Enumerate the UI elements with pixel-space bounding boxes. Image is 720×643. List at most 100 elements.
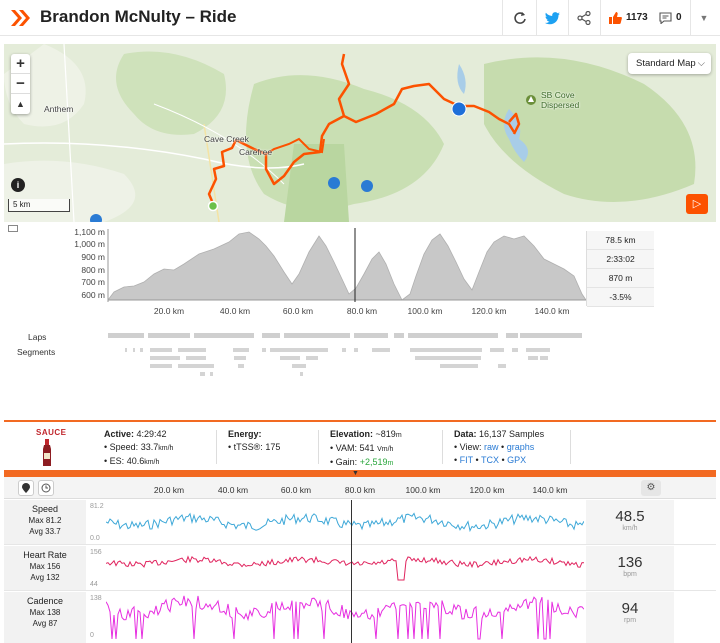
place-label-carefree: Carefree	[239, 147, 273, 157]
stream-x-tick: 40.0 km	[217, 485, 249, 495]
metric-avg: Avg 33.7	[29, 527, 61, 536]
stat-grade: -3.5%	[587, 288, 654, 307]
header: Brandon McNulty – Ride 1173 0 ▼	[0, 0, 720, 36]
elev-y-tick: 900 m	[81, 252, 105, 262]
chevron-down-icon: ⌵	[697, 58, 705, 69]
comment-count[interactable]: 0	[676, 12, 682, 23]
view-graphs-link[interactable]: graphs	[506, 442, 535, 452]
tss-label: tTSS®:	[233, 442, 263, 452]
heart-rate-stream-label: Heart Rate Max 156 Avg 132	[4, 546, 86, 590]
cadence-current: 94 rpm	[586, 592, 674, 643]
route-map[interactable]: + − ▲ Anthem Cave Creek Carefree SB Cove…	[4, 44, 716, 222]
streams-toolbar: 20.0 km 40.0 km 60.0 km 80.0 km 100.0 km…	[4, 477, 716, 499]
vam-unit: Vm/h	[377, 446, 394, 453]
compass-icon[interactable]: ▲	[16, 99, 25, 109]
zoom-out-button[interactable]: −	[11, 74, 30, 94]
gear-icon[interactable]: ⚙	[641, 480, 661, 496]
stream-cursor	[351, 500, 352, 643]
selection-stats: 78.5 km 2:33:02 870 m -3.5%	[586, 231, 654, 307]
elevation-unit: m	[395, 432, 402, 439]
es-unit: km/h	[144, 459, 160, 466]
stat-elevation: 870 m	[587, 269, 654, 288]
elev-y-tick: 700 m	[81, 277, 105, 287]
twitter-icon[interactable]	[542, 8, 562, 28]
gain-value: +2,519	[359, 457, 388, 467]
view-raw-link[interactable]: raw	[484, 442, 499, 452]
metric-max: Max 138	[29, 608, 61, 617]
elev-y-tick: 1,000 m	[74, 239, 105, 249]
activity-title: Brandon McNulty – Ride	[40, 7, 237, 26]
stream-x-tick: 80.0 km	[344, 485, 376, 495]
metric-name: Heart Rate	[23, 550, 67, 560]
heart-rate-current: 136 bpm	[586, 546, 674, 590]
metric-avg: Avg 132	[30, 573, 60, 582]
cadence-line	[106, 595, 584, 640]
clock-icon[interactable]	[38, 480, 54, 496]
data-value: 16,137 Samples	[479, 429, 545, 439]
data-column: Data: 16,137 Samples • View: raw • graph…	[454, 429, 545, 465]
map-scale: 5 km	[8, 199, 70, 212]
axis-bottom: 0	[90, 632, 94, 639]
zoom-in-button[interactable]: +	[11, 54, 30, 74]
zoom-controls: + − ▲	[11, 54, 30, 114]
axis-top: 138	[90, 595, 102, 602]
sauce-logo: SAUCE	[36, 428, 67, 437]
stream-x-tick: 20.0 km	[153, 485, 185, 495]
heart-rate-line	[106, 555, 584, 581]
kudos-thumb-icon[interactable]	[606, 8, 624, 28]
vam-value: 541	[359, 443, 375, 453]
map-pin-icon[interactable]	[18, 480, 34, 496]
metric-name: Cadence	[26, 596, 64, 606]
metric-value: 136	[617, 554, 643, 571]
metric-unit: bpm	[623, 571, 637, 578]
es-value: 40.6	[126, 456, 145, 466]
elev-x-tick: 80.0 km	[346, 306, 378, 316]
cadence-stream-label: Cadence Max 138 Avg 87	[4, 592, 86, 643]
tss-value: 175	[265, 442, 281, 452]
stat-time: 2:33:02	[587, 250, 654, 269]
stream-x-tick: 60.0 km	[280, 485, 312, 495]
heart-rate-stream[interactable]: Heart Rate Max 156 Avg 132 156 44 136 bp…	[4, 546, 716, 591]
expand-icon[interactable]	[8, 225, 18, 232]
collapse-caret-icon[interactable]: ▼	[352, 470, 359, 477]
active-column: Active: 4:29:42 • Speed: 33.7km/h • ES: …	[104, 429, 174, 466]
elevation-chart[interactable]: 1,100 m 1,000 m 900 m 800 m 700 m 600 m …	[4, 224, 716, 320]
speed-line	[106, 512, 584, 533]
axis-bottom: 0.0	[90, 535, 100, 542]
metric-max: Max 81.2	[28, 516, 62, 525]
speed-current: 48.5 km/h	[586, 500, 674, 544]
elev-x-tick: 40.0 km	[219, 306, 251, 316]
place-label-cave-creek: Cave Creek	[204, 134, 249, 144]
laps-segments-bars[interactable]	[0, 330, 720, 382]
axis-top: 81.2	[90, 503, 104, 510]
play-flyby-button[interactable]: ▷	[686, 194, 708, 214]
elev-x-tick: 60.0 km	[282, 306, 314, 316]
export-fit-link[interactable]: FIT	[459, 455, 473, 465]
segments-label: Segments	[17, 347, 56, 357]
gain-label: Gain:	[335, 457, 358, 467]
comment-icon[interactable]	[656, 8, 674, 28]
metric-max: Max 156	[29, 562, 61, 571]
elev-y-tick: 1,100 m	[74, 227, 105, 237]
metric-unit: km/h	[622, 525, 638, 532]
sauce-bottle-icon	[43, 439, 51, 466]
kudos-count[interactable]: 1173	[626, 12, 648, 23]
activity-summary: SAUCE Active: 4:29:42 • Speed: 33.7km/h …	[4, 420, 716, 477]
laps-label: Laps	[28, 332, 47, 342]
export-gpx-link[interactable]: GPX	[507, 455, 527, 465]
export-tcx-link[interactable]: TCX	[481, 455, 499, 465]
more-menu-chevron-icon[interactable]: ▼	[699, 13, 709, 23]
elev-y-tick: 600 m	[81, 290, 105, 300]
refresh-icon[interactable]	[510, 8, 530, 28]
map-style-select[interactable]: Standard Map ⌵	[628, 53, 711, 74]
elev-x-tick: 20.0 km	[153, 306, 185, 316]
axis-top: 156	[90, 549, 102, 556]
speed-value: 33.7	[140, 442, 159, 452]
stat-distance: 78.5 km	[587, 231, 654, 250]
share-icon[interactable]	[574, 8, 594, 28]
metric-name: Speed	[31, 504, 59, 514]
map-info-icon[interactable]: i	[11, 178, 25, 192]
cadence-stream[interactable]: Cadence Max 138 Avg 87 138 0 94 rpm	[4, 592, 716, 643]
speed-stream[interactable]: Speed Max 81.2 Avg 33.7 81.2 0.0 48.5 km…	[4, 500, 716, 545]
resize-bar[interactable]	[4, 470, 716, 477]
